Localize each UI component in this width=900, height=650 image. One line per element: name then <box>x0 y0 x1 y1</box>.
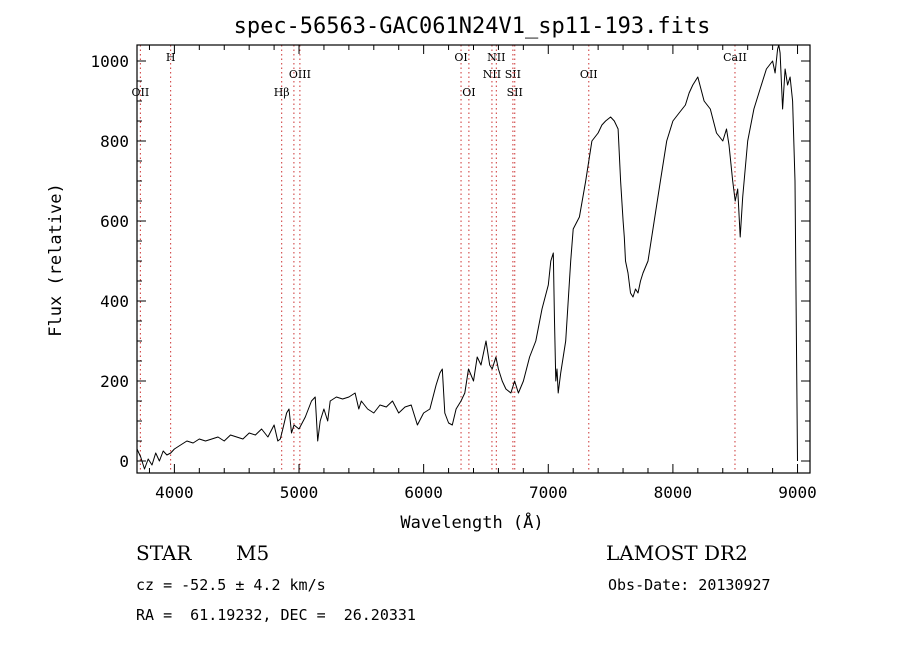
spectral-line-label: Hβ <box>274 86 290 99</box>
y-tick-label: 1000 <box>90 52 129 71</box>
y-tick-label: 0 <box>119 452 129 471</box>
x-tick-label: 8000 <box>654 483 693 502</box>
y-axis-label: Flux (relative) <box>46 183 66 337</box>
axes: 4000 5000 6000 7000 8000 9000 0 200 400 600 800 100… <box>90 45 817 502</box>
spectral-line-label: SII <box>505 68 521 81</box>
spectral-line-label: NII <box>483 68 501 81</box>
spectrum-line <box>136 44 798 470</box>
y-tick-label: 400 <box>100 292 129 311</box>
x-tick-label: 4000 <box>155 483 194 502</box>
object-class: STAR <box>136 541 192 565</box>
x-axis-label: Wavelength (Å) <box>400 511 543 533</box>
x-tick-label: 6000 <box>404 483 443 502</box>
x-tick-label: 7000 <box>529 483 568 502</box>
x-tick-label: 5000 <box>280 483 319 502</box>
observation-date: Obs-Date: 20130927 <box>608 576 771 594</box>
coordinates: RA = 61.19232, DEC = 26.20331 <box>136 606 416 624</box>
redshift-velocity: cz = -52.5 ± 4.2 km/s <box>136 576 326 594</box>
spectral-line-label: OIII <box>289 68 311 81</box>
spectral-line-label: OII <box>580 68 598 81</box>
spectral-line-label: SII <box>507 86 523 99</box>
chart-title: spec-56563-GAC061N24V1_sp11-193.fits <box>234 14 711 39</box>
spectral-line-label: OI <box>462 86 475 99</box>
spectral-line-label: H <box>166 51 176 64</box>
x-tick-label: 9000 <box>778 483 817 502</box>
object-subclass: M5 <box>236 541 270 565</box>
spectral-line-label: CaII <box>723 51 747 64</box>
plot-frame <box>136 44 811 474</box>
survey-name: LAMOST DR2 <box>606 541 748 565</box>
y-tick-label: 800 <box>100 132 129 151</box>
spectral-line-label: OI <box>454 51 467 64</box>
spectral-line-label: NII <box>487 51 505 64</box>
y-tick-label: 200 <box>100 372 129 391</box>
spectrum-series <box>136 44 798 470</box>
y-tick-label: 600 <box>100 212 129 231</box>
spectral-line-label: OII <box>132 86 150 99</box>
